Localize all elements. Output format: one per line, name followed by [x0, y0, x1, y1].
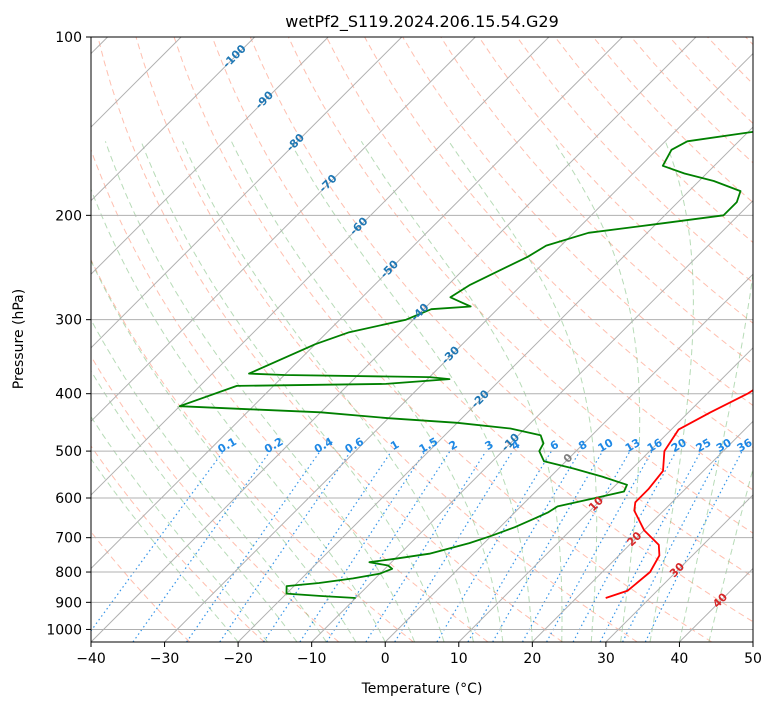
dry-adiabat [326, 37, 753, 491]
mixing-ratio-line [644, 450, 743, 642]
y-tick-label: 800 [55, 565, 82, 581]
y-tick-label: 1000 [46, 622, 82, 638]
plot-area: -100-90-80-70-60-50-40-30-20-10010203040… [91, 37, 755, 642]
mixing-ratio-line [186, 450, 321, 642]
isotherm-gridline [531, 420, 753, 642]
mixing-ratio-line [326, 450, 451, 642]
mixing-ratio-label: 25 [694, 436, 714, 455]
x-tick-label: 10 [450, 651, 468, 667]
y-tick-label: 100 [55, 30, 82, 46]
moist-adiabat [448, 141, 598, 642]
dry-adiabat [478, 37, 753, 324]
dry-adiabat [91, 258, 414, 642]
x-tick-label: −10 [297, 651, 327, 667]
mixing-ratio-label: 0.2 [262, 435, 285, 456]
y-tick-label: 500 [55, 444, 82, 460]
dry-adiabat [91, 355, 340, 642]
x-tick-label: 40 [671, 651, 689, 667]
isotherm-gridline [91, 37, 329, 275]
mixing-ratio-label: 1.5 [417, 435, 440, 456]
mixing-ratio-line [132, 450, 271, 642]
x-tick-label: 20 [523, 651, 541, 667]
mixing-ratio-label: 10 [596, 436, 616, 455]
mixing-ratio-line [299, 450, 426, 642]
isotherm-gridline [679, 567, 753, 642]
dry-adiabat [173, 37, 713, 642]
mixing-ratio-line [262, 450, 392, 642]
isotherm-gridline [91, 37, 550, 496]
mixing-ratio-line [365, 450, 487, 642]
moist-adiabat [289, 141, 533, 642]
isotherm-gridline [91, 37, 476, 423]
mixing-ratio-label: 36 [735, 436, 755, 455]
dry-adiabat [516, 37, 753, 284]
isotherm-gridline [91, 37, 697, 642]
dry-adiabat [91, 445, 265, 642]
isotherm-gridline [91, 37, 623, 570]
dry-adiabat [554, 37, 753, 244]
isotherm-label: -80 [284, 131, 307, 154]
isotherm-gridline [164, 52, 753, 642]
isotherm-gridline [384, 273, 753, 642]
dry-adiabat [91, 531, 191, 642]
dry-adiabat [91, 148, 489, 642]
x-tick-label: 30 [597, 651, 615, 667]
y-tick-label: 200 [55, 208, 82, 224]
y-tick-label: 400 [55, 387, 82, 403]
x-tick-label: −40 [76, 651, 106, 667]
dry-adiabat [211, 37, 753, 623]
mixing-ratio-label: 0.1 [215, 435, 238, 456]
y-tick-label: 900 [55, 595, 82, 611]
isotherm-label: -60 [347, 214, 370, 237]
moist-adiabat [91, 415, 268, 642]
sounding-trace [605, 389, 753, 599]
plot-frame [90, 36, 754, 643]
axes: −40 −30 −20 −10 0 10 20 30 40 50 100 200 300 400 500 60… [46, 30, 762, 667]
mixing-ratio-label: 0.4 [312, 435, 336, 456]
isotherm-gridline [237, 126, 753, 642]
isotherm-gridline [91, 37, 403, 349]
isotherm-gridline [91, 37, 256, 202]
dry-adiabat [745, 37, 753, 46]
isotherm-label: -100 [220, 42, 249, 71]
mixing-ratio-line [572, 450, 677, 642]
mixing-ratio-line [436, 450, 553, 642]
isotherm-gridline [311, 199, 753, 642]
x-axis-label: Temperature (°C) [361, 681, 483, 697]
y-tick-label: 700 [55, 531, 82, 547]
isotherm-gridline [752, 641, 753, 642]
y-tick-label: 300 [55, 313, 82, 329]
dry-adiabat [135, 37, 638, 642]
isotherm-label: -30 [439, 343, 462, 366]
chart-title: wetPf2_S119.2024.206.15.54.G29 [285, 12, 559, 32]
mixing-ratio-line [91, 450, 224, 632]
x-tick-label: 50 [744, 651, 762, 667]
x-tick-label: −30 [150, 651, 180, 667]
mixing-ratio-line [219, 450, 352, 642]
dry-adiabat [669, 37, 753, 125]
moist-adiabat [360, 141, 563, 642]
mixing-ratio-label: 0.6 [343, 435, 367, 456]
y-tick-label: 600 [55, 491, 82, 507]
dry-adiabat [440, 37, 753, 365]
dry-adiabat [287, 37, 753, 534]
y-axis-label: Pressure (hPa) [11, 289, 27, 389]
dry-adiabat [592, 37, 753, 204]
x-tick-label: −20 [223, 651, 253, 667]
mixing-ratio-line [599, 450, 702, 642]
dry-adiabat [97, 37, 563, 642]
dry-adiabat [249, 37, 753, 578]
dry-adiabat [707, 37, 753, 85]
mixing-ratio-line [467, 450, 581, 642]
isotherm-gridline [605, 494, 753, 642]
isotherm-gridline [458, 347, 753, 642]
sounding-trace [178, 130, 753, 599]
mixing-ratio-label: 30 [714, 436, 734, 455]
x-tick-label: 0 [381, 651, 390, 667]
moist-adiabat [553, 141, 641, 642]
moist-adiabat [104, 141, 416, 642]
